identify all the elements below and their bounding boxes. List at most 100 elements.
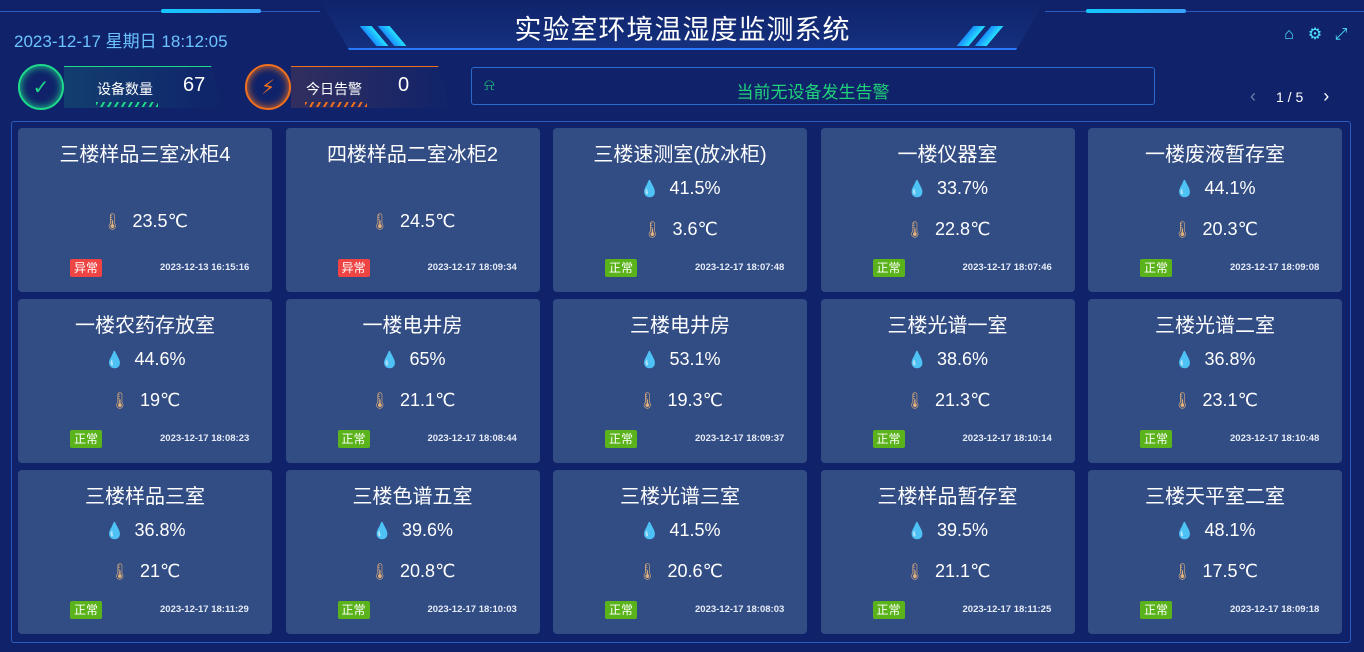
- status-badge: 正常: [872, 430, 905, 448]
- device-card[interactable]: 一楼农药存放室 💧 44.6% 🌡 19℃ 正常 2023-12-17 18:08:23: [18, 299, 272, 463]
- pagination: ‹ 1 / 5 ›: [1250, 86, 1343, 107]
- device-name: 三楼速测室(放冰柜): [593, 144, 767, 166]
- device-card[interactable]: 三楼天平室二室 💧 48.1% 🌡 17.5℃ 正常 2023-12-17 18:09:18: [1088, 470, 1342, 634]
- gear-icon[interactable]: ⚙: [1307, 26, 1323, 43]
- alarm-count-label: 今日告警: [306, 81, 362, 97]
- home-icon[interactable]: ⌂: [1284, 26, 1294, 43]
- humidity-row: 💧 39.6%: [286, 520, 540, 541]
- device-card[interactable]: 三楼电井房 💧 53.1% 🌡 19.3℃ 正常 2023-12-17 18:09:37: [553, 299, 807, 463]
- humidity-drops-icon: 💧: [639, 180, 660, 198]
- humidity-row: 💧 53.1%: [553, 349, 807, 370]
- update-time: 2023-12-17 18:09:34: [427, 262, 517, 273]
- alert-text: 当前无设备发生告警: [736, 83, 890, 102]
- device-card[interactable]: 三楼样品暂存室 💧 39.5% 🌡 21.1℃ 正常 2023-12-17 18:11:25: [820, 470, 1075, 634]
- humidity-value: 44.1%: [1204, 178, 1256, 198]
- title-background: [320, 0, 1045, 50]
- status-badge: 异常: [70, 259, 103, 277]
- humidity-row: 💧 44.1%: [1088, 178, 1342, 199]
- device-count-value: 67: [183, 74, 206, 96]
- humidity-value: 39.6%: [401, 520, 453, 540]
- thermometer-icon: 🌡: [369, 392, 391, 410]
- status-badge: 异常: [337, 259, 370, 277]
- thermometer-icon: 🌡: [1172, 563, 1193, 581]
- device-name: 四楼样品二室冰柜2: [326, 144, 499, 166]
- thermometer-icon: 🌡: [642, 221, 663, 239]
- thermometer-icon: 🌡: [904, 563, 926, 581]
- update-time: 2023-12-17 18:10:48: [1230, 433, 1320, 444]
- device-card[interactable]: 三楼光谱一室 💧 38.6% 🌡 21.3℃ 正常 2023-12-17 18:10:14: [820, 299, 1075, 463]
- temperature-row: 🌡 20.6℃: [553, 561, 807, 582]
- thermometer-icon: 🌡: [1172, 221, 1193, 239]
- device-grid-frame: [11, 121, 1351, 643]
- device-count-ticks: [96, 102, 158, 107]
- page-title: 实验室环境温湿度监测系统: [514, 15, 851, 45]
- humidity-value: 44.6%: [134, 349, 186, 369]
- device-card[interactable]: 一楼仪器室 💧 33.7% 🌡 22.8℃ 正常 2023-12-17 18:07:46: [820, 128, 1075, 292]
- device-name: 三楼色谱五室: [352, 486, 473, 508]
- update-time: 2023-12-17 18:09:37: [695, 433, 785, 444]
- humidity-value: 41.5%: [669, 520, 721, 540]
- update-time: 2023-12-17 18:09:08: [1230, 262, 1320, 273]
- device-name: 一楼电井房: [362, 315, 463, 337]
- device-card[interactable]: 三楼光谱二室 💧 36.8% 🌡 23.1℃ 正常 2023-12-17 18:10:48: [1088, 299, 1342, 463]
- next-page-button[interactable]: ›: [1323, 86, 1330, 106]
- humidity-value: 65%: [409, 349, 446, 369]
- check-circle-icon: ✓: [18, 64, 64, 110]
- temperature-value: 20.6℃: [667, 561, 723, 581]
- device-card[interactable]: 一楼电井房 💧 65% 🌡 21.1℃ 正常 2023-12-17 18:08:44: [285, 299, 540, 463]
- device-count-frame: [64, 66, 224, 108]
- temperature-row: 🌡 21.1℃: [286, 390, 540, 411]
- humidity-drops-icon: 💧: [1174, 522, 1195, 540]
- status-badge: 正常: [872, 259, 905, 277]
- fullscreen-icon[interactable]: ⤢: [1334, 26, 1348, 43]
- update-time: 2023-12-17 18:11:29: [160, 604, 249, 615]
- temperature-value: 21℃: [140, 561, 181, 581]
- device-card[interactable]: 三楼样品三室冰柜4 🌡 23.5℃ 异常 2023-12-13 16:15:16: [18, 128, 272, 292]
- humidity-drops-icon: 💧: [639, 522, 660, 540]
- device-card[interactable]: 三楼光谱三室 💧 41.5% 🌡 20.6℃ 正常 2023-12-17 18:08:03: [553, 470, 807, 634]
- thermometer-icon: 🌡: [369, 563, 391, 581]
- humidity-row: 💧 36.8%: [18, 520, 272, 541]
- device-card[interactable]: 一楼废液暂存室 💧 44.1% 🌡 20.3℃ 正常 2023-12-17 18:09:08: [1088, 128, 1342, 292]
- humidity-row: 💧 41.5%: [553, 178, 807, 199]
- humidity-value: 38.6%: [936, 349, 988, 369]
- humidity-row: 💧 38.6%: [821, 349, 1075, 370]
- thermometer-icon: 🌡: [102, 213, 123, 231]
- temperature-row: 🌡 3.6℃: [553, 219, 807, 240]
- thermometer-icon: 🌡: [637, 563, 658, 581]
- temperature-row: 🌡 23.1℃: [1088, 390, 1342, 411]
- status-badge: 正常: [337, 601, 370, 619]
- device-card[interactable]: 三楼色谱五室 💧 39.6% 🌡 20.8℃ 正常 2023-12-17 18:10:03: [285, 470, 540, 634]
- humidity-value: 36.8%: [134, 520, 186, 540]
- page-indicator: 1 / 5: [1276, 88, 1304, 105]
- update-time: 2023-12-17 18:11:25: [962, 604, 1052, 615]
- status-badge: 正常: [1140, 259, 1173, 277]
- alarm-count-stat: ⚡ 今日告警 0: [245, 64, 455, 110]
- status-badge: 正常: [605, 259, 638, 277]
- humidity-value: 39.5%: [936, 520, 988, 540]
- temperature-row: 🌡 23.5℃: [18, 211, 272, 232]
- status-badge: 正常: [1140, 430, 1173, 448]
- status-badge: 正常: [872, 601, 905, 619]
- current-datetime: 2023-12-17 星期日 18:12:05: [14, 32, 228, 51]
- temperature-value: 21.1℃: [935, 561, 991, 581]
- temperature-row: 🌡 24.5℃: [286, 211, 540, 232]
- humidity-drops-icon: 💧: [907, 180, 927, 198]
- humidity-drops-icon: 💧: [372, 522, 392, 540]
- device-card[interactable]: 四楼样品二室冰柜2 🌡 24.5℃ 异常 2023-12-17 18:09:34: [285, 128, 540, 292]
- prev-page-button[interactable]: ‹: [1250, 86, 1256, 106]
- device-name: 三楼样品暂存室: [877, 486, 1018, 508]
- device-name: 一楼仪器室: [897, 144, 998, 166]
- device-name: 三楼天平室二室: [1145, 486, 1285, 508]
- thermometer-icon: 🌡: [369, 213, 391, 231]
- device-name: 三楼样品三室冰柜4: [59, 144, 231, 166]
- device-card[interactable]: 三楼样品三室 💧 36.8% 🌡 21℃ 正常 2023-12-17 18:11:29: [18, 470, 272, 634]
- header-glow-left: [161, 9, 261, 13]
- thermometer-icon: 🌡: [904, 392, 926, 410]
- temperature-value: 21.1℃: [400, 390, 456, 410]
- device-card[interactable]: 三楼速测室(放冰柜) 💧 41.5% 🌡 3.6℃ 正常 2023-12-17 18:07:…: [553, 128, 807, 292]
- alert-banner: ⍾ 当前无设备发生告警: [471, 67, 1155, 105]
- temperature-row: 🌡 20.8℃: [286, 561, 540, 582]
- device-name: 三楼光谱一室: [887, 315, 1008, 337]
- alarm-count-ticks: [305, 102, 367, 107]
